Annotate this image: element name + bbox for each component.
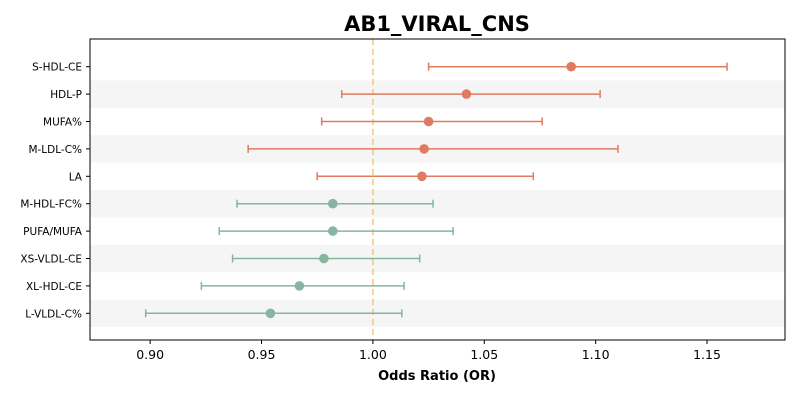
odds-ratio-point <box>566 61 576 72</box>
x-tick-label: 0.90 <box>136 347 164 362</box>
row-band <box>90 244 785 273</box>
y-tick-label: XS-VLDL-CE <box>20 254 82 266</box>
odds-ratio-point <box>328 198 338 209</box>
odds-ratio-point <box>328 226 338 236</box>
x-tick-label: 1.00 <box>359 347 387 362</box>
x-axis-label: Odds Ratio (OR) <box>378 369 496 384</box>
odds-ratio-point <box>461 89 472 99</box>
odds-ratio-point <box>294 281 305 291</box>
y-tick-label: XL-HDL-CE <box>26 281 82 293</box>
y-tick-label: PUFA/MUFA <box>23 226 83 238</box>
y-tick-label: S-HDL-CE <box>32 62 82 74</box>
plot-marks <box>144 61 728 319</box>
y-tick-label: HDL-P <box>50 89 82 101</box>
odds-ratio-point <box>419 144 429 154</box>
axes-frame <box>89 38 786 341</box>
odds-ratio-point <box>265 308 276 319</box>
chart-title: AB1_VIRAL_CNS <box>344 12 530 36</box>
row-band <box>90 190 785 218</box>
odds-ratio-point <box>417 171 427 182</box>
x-axis: 0.90 0.95 1.00 1.05 1.10 1.15 <box>136 340 721 362</box>
y-tick-label: L-VLDL-C% <box>25 308 82 320</box>
odds-ratio-point <box>319 253 329 264</box>
y-tick-label: M-LDL-C% <box>28 144 82 156</box>
row-bands <box>90 80 785 327</box>
y-tick-label: MUFA% <box>43 117 82 129</box>
x-tick-label: 1.10 <box>582 347 610 362</box>
odds-ratio-point <box>423 116 434 127</box>
x-tick-label: 1.15 <box>693 347 721 362</box>
y-axis: S-HDL-CE HDL-P MUFA% M-LDL-C% LA M-HDL-FC% PUF… <box>20 62 90 320</box>
x-tick-label: 0.95 <box>248 347 276 362</box>
y-tick-label: LA <box>69 171 83 183</box>
x-tick-label: 1.05 <box>470 347 498 362</box>
y-tick-label: M-HDL-FC% <box>20 199 82 211</box>
